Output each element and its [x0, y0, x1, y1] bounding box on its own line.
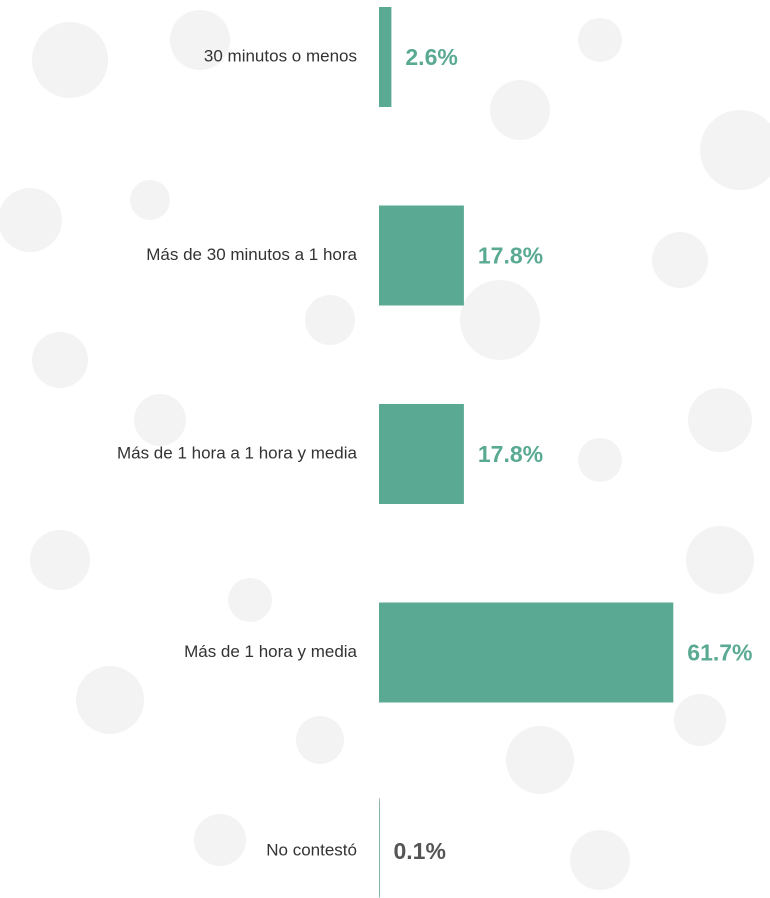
value-label: 61.7%: [687, 640, 752, 666]
category-label: No contestó: [266, 840, 357, 859]
value-label: 17.8%: [478, 243, 543, 269]
value-label: 2.6%: [405, 44, 457, 70]
category-label: Más de 1 hora a 1 hora y media: [117, 443, 358, 462]
bar: [379, 602, 674, 703]
value-label: 0.1%: [393, 838, 445, 864]
category-label: 30 minutos o menos: [204, 46, 357, 65]
background-dots: [0, 10, 770, 890]
bar: [379, 404, 464, 504]
value-label: 17.8%: [478, 441, 543, 467]
category-label: Más de 30 minutos a 1 hora: [146, 245, 357, 264]
bar: [379, 205, 464, 306]
category-label: Más de 1 hora y media: [184, 642, 357, 661]
bar: [379, 7, 392, 107]
